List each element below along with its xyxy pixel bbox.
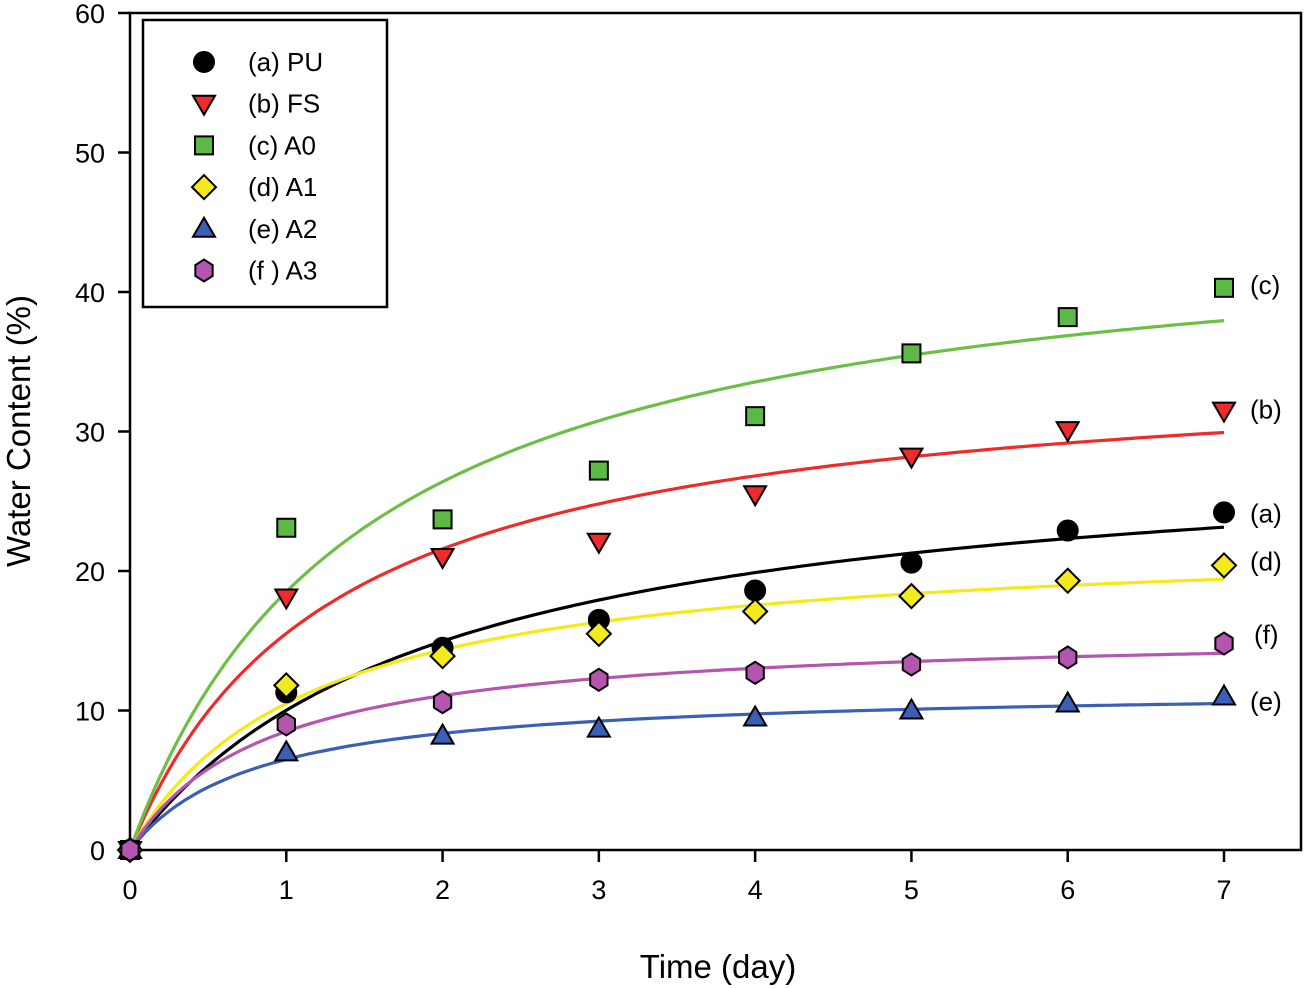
legend-box	[141, 18, 389, 309]
end-label-b: (b)	[1250, 395, 1282, 425]
data-point-a	[1213, 501, 1235, 524]
fit-curve-c	[128, 319, 1225, 851]
y-tick-label: 10	[75, 697, 105, 727]
x-tick-label: 6	[1060, 875, 1075, 905]
x-tick-label: 4	[748, 875, 763, 905]
fit-curve-a	[128, 525, 1225, 851]
data-point-f	[276, 712, 296, 737]
x-tick-label: 7	[1216, 875, 1231, 905]
x-axis-title: Time (day)	[640, 948, 796, 985]
data-point-f	[745, 660, 765, 686]
data-point-f	[1214, 631, 1234, 656]
data-point-c	[1057, 307, 1078, 328]
data-point-b	[1211, 401, 1237, 424]
end-label-e: (e)	[1250, 687, 1282, 717]
data-point-e	[586, 715, 612, 738]
end-label-d: (d)	[1250, 546, 1282, 576]
y-tick-label: 60	[75, 0, 105, 29]
x-tick-label: 1	[279, 875, 294, 905]
data-point-b	[898, 447, 925, 470]
legend-label-e: (e) A2	[248, 214, 317, 244]
y-tick-label: 0	[90, 836, 105, 866]
x-tick-label: 2	[435, 875, 450, 905]
data-point-d	[1054, 567, 1082, 595]
end-label-f: (f)	[1254, 620, 1279, 650]
y-tick-label: 50	[75, 139, 105, 169]
data-point-c	[901, 343, 922, 364]
legend-marker-a	[193, 51, 215, 73]
legend-marker-d	[190, 173, 218, 201]
legend-label-b: (b) FS	[248, 89, 320, 119]
data-point-c	[432, 509, 453, 530]
data-point-d	[272, 671, 300, 699]
data-point-e	[1211, 683, 1237, 706]
y-tick-label: 40	[75, 278, 105, 308]
legend-label-a: (a) PU	[248, 47, 323, 77]
data-point-e	[273, 739, 300, 762]
data-point-a	[1056, 519, 1079, 542]
data-point-e	[429, 722, 456, 745]
legend-marker-b	[191, 94, 217, 117]
x-tick-label: 0	[122, 875, 137, 905]
legend-marker-f	[194, 258, 214, 283]
fit-curve-d	[128, 577, 1225, 851]
data-point-f	[120, 837, 140, 863]
data-point-e	[898, 697, 925, 720]
data-point-f	[589, 667, 609, 692]
x-tick-label: 3	[591, 875, 606, 905]
legend-marker-c	[194, 135, 214, 156]
data-point-d	[585, 620, 613, 648]
x-axis: 0 1 2 3 4 5 6 7	[122, 850, 1232, 905]
data-points	[116, 277, 1238, 864]
data-point-e	[1054, 690, 1081, 713]
y-axis-title: Water Content (%)	[0, 295, 37, 567]
data-point-c	[588, 460, 609, 481]
end-label-c: (c)	[1250, 270, 1280, 300]
data-point-b	[1054, 421, 1081, 444]
y-tick-label: 20	[75, 557, 105, 587]
data-point-d	[1210, 552, 1238, 579]
data-point-d	[429, 642, 456, 670]
data-point-d	[741, 598, 769, 625]
data-point-b	[429, 548, 456, 571]
y-axis: 0 10 20 30 40 50 60	[75, 0, 130, 866]
legend-marker-e	[191, 215, 217, 238]
fit-curve-b	[128, 430, 1225, 851]
end-label-a: (a)	[1250, 498, 1282, 528]
data-point-e	[742, 704, 768, 727]
data-point-a	[900, 551, 923, 574]
series-end-labels: (a) (b) (c) (d) (e) (f)	[1250, 270, 1282, 717]
legend-label-f: (f ) A3	[248, 256, 317, 286]
legend-label-d: (d) A1	[248, 172, 317, 202]
data-point-f	[432, 689, 453, 715]
fit-curve-e	[128, 701, 1225, 852]
legend-label-c: (c) A0	[248, 130, 316, 160]
data-point-c	[1214, 277, 1234, 298]
data-point-a	[744, 579, 767, 602]
data-point-c	[276, 517, 297, 538]
y-tick-label: 30	[75, 418, 105, 448]
data-point-d	[898, 582, 925, 610]
fit-curves	[128, 319, 1225, 852]
data-point-f	[1058, 645, 1078, 670]
legend: (a) PU (b) FS (c) A0 (d) A1 (e) A2 (f ) A3	[141, 18, 389, 309]
data-point-b	[742, 485, 768, 508]
fit-curve-f	[128, 651, 1225, 851]
x-tick-label: 5	[904, 875, 919, 905]
data-point-c	[745, 406, 766, 427]
data-point-f	[901, 652, 922, 677]
data-point-b	[273, 588, 300, 611]
data-point-b	[586, 532, 612, 555]
